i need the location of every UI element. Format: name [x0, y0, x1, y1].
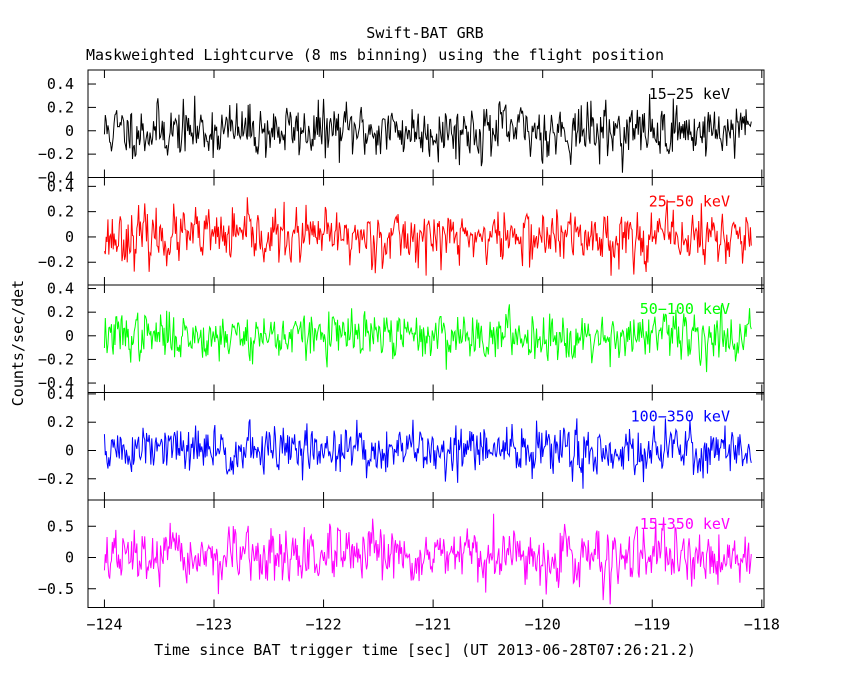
- band-label-3: 50−100 keV: [640, 300, 730, 318]
- y-axis-label: Counts/sec/det: [9, 280, 27, 406]
- y-tick-label: −0.4: [38, 374, 74, 392]
- series-line-4: [103, 418, 752, 489]
- y-tick-label: 0.4: [47, 75, 74, 93]
- y-tick-label: −0.2: [38, 470, 74, 488]
- y-tick-label: 0.5: [47, 517, 74, 535]
- series-line-3: [103, 304, 752, 373]
- x-axis-label: Time since BAT trigger time [sec] (UT 20…: [154, 641, 696, 659]
- series-line-2: [103, 197, 752, 276]
- panel-3: 0.4 0.2 0 −0.2 −0.4 50−100 keV: [38, 280, 765, 393]
- x-tick-label: −124: [86, 616, 122, 634]
- panels: 0.4 0.2 0 −0.2 −0.4 15−25 keV 0.4 0.2 0 −0.2 25−50…: [38, 69, 765, 608]
- y-tick-label: 0: [65, 441, 74, 459]
- y-tick-label: −0.2: [38, 145, 74, 163]
- y-tick-label: 0.2: [47, 413, 74, 431]
- y-tick-label: −0.2: [38, 350, 74, 368]
- x-tick-label: −120: [525, 616, 561, 634]
- band-label-2: 25−50 keV: [649, 193, 730, 211]
- panel-2: 0.4 0.2 0 −0.2 25−50 keV: [38, 177, 765, 286]
- band-label-4: 100−350 keV: [631, 408, 730, 426]
- y-tick-label: 0.4: [47, 177, 74, 195]
- y-tick-label: 0.2: [47, 303, 74, 321]
- y-tick-label: 0.4: [47, 385, 74, 403]
- y-tick-label: 0: [65, 122, 74, 140]
- panel-frame: [87, 499, 765, 608]
- panel-5: 0.5 0 −0.5 15−350 keV: [38, 499, 765, 608]
- series-line-1: [103, 93, 752, 173]
- y-tick-label: 0.4: [47, 280, 74, 298]
- x-tick-label: −123: [196, 616, 232, 634]
- x-tick-label: −122: [305, 616, 341, 634]
- y-tick-label: −0.5: [38, 580, 74, 598]
- chart-title: Swift-BAT GRB: [366, 24, 483, 42]
- panel-1: 0.4 0.2 0 −0.2 −0.4 15−25 keV: [38, 69, 765, 187]
- x-tick-label: −118: [744, 616, 780, 634]
- band-label-5: 15−350 keV: [640, 515, 730, 533]
- x-tick-label: −119: [634, 616, 670, 634]
- y-tick-label: −0.4: [38, 169, 74, 187]
- y-tick-label: 0: [65, 228, 74, 246]
- y-tick-label: −0.2: [38, 253, 74, 271]
- series-line-5: [103, 513, 752, 605]
- chart-subtitle: Maskweighted Lightcurve (8 ms binning) u…: [86, 46, 664, 64]
- y-tick-label: 0.2: [47, 98, 74, 116]
- x-axis-ticks: −124 −123 −122 −121 −120 −119 −118: [86, 616, 779, 634]
- y-tick-label: 0: [65, 549, 74, 567]
- y-tick-label: 0: [65, 327, 74, 345]
- x-tick-label: −121: [415, 616, 451, 634]
- band-label-1: 15−25 keV: [649, 85, 730, 103]
- panel-4: 0.4 0.2 0 −0.2 100−350 keV: [38, 385, 765, 501]
- y-tick-label: 0.2: [47, 203, 74, 221]
